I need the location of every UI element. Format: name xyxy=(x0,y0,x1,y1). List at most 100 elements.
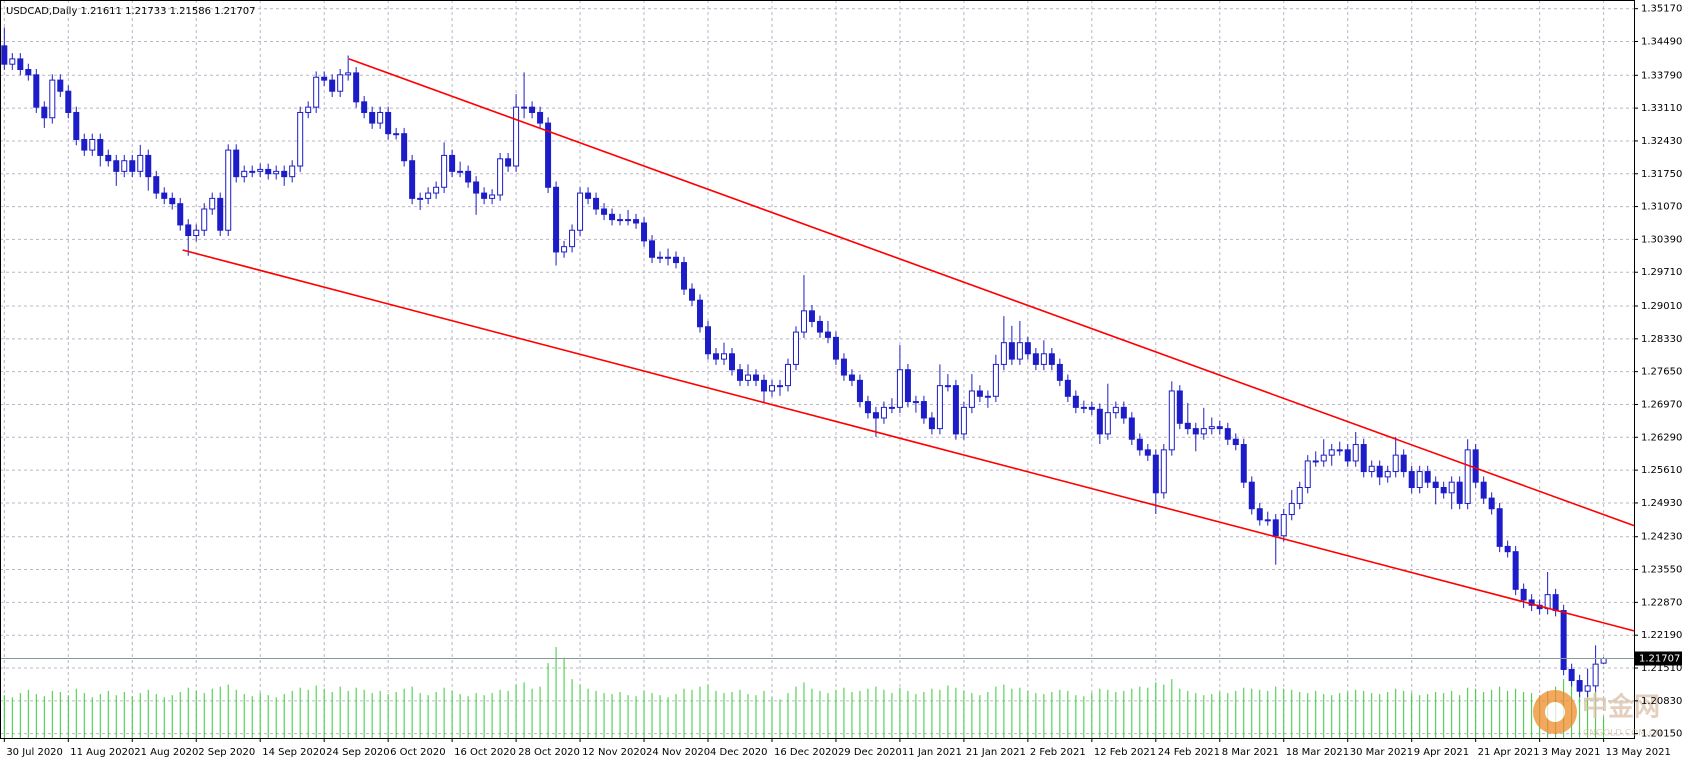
candle-body xyxy=(736,369,743,381)
candle-body xyxy=(409,160,416,199)
candle-body xyxy=(673,256,680,264)
candle-body xyxy=(289,165,296,178)
candle-body xyxy=(1272,519,1279,537)
candle-body xyxy=(1552,594,1559,612)
candle-body xyxy=(145,154,152,178)
y-tick-label: 1.29010 xyxy=(1641,301,1682,312)
candle-body xyxy=(345,72,352,76)
candle-body xyxy=(1504,545,1511,553)
x-tick-label: 29 Dec 2020 xyxy=(838,747,902,758)
candle-body xyxy=(521,106,528,109)
y-tick-label: 1.31070 xyxy=(1641,202,1682,213)
candle-body xyxy=(337,74,344,92)
candle-body xyxy=(257,168,264,172)
x-tick-label: 21 Apr 2021 xyxy=(1478,747,1540,758)
x-tick-label: 16 Dec 2020 xyxy=(774,747,838,758)
candle-body xyxy=(233,149,240,178)
x-tick-label: 18 Mar 2021 xyxy=(1286,747,1349,758)
candle-body xyxy=(920,401,927,419)
candle-body xyxy=(713,353,720,360)
x-tick-label: 30 Jul 2020 xyxy=(6,747,63,758)
candle-body xyxy=(992,363,999,397)
x-tick-label: 14 Sep 2020 xyxy=(262,747,325,758)
candle-body xyxy=(856,379,863,403)
candle-body xyxy=(808,310,815,322)
candle-body xyxy=(33,74,40,108)
candle-body xyxy=(1488,497,1495,510)
candle-body xyxy=(1016,342,1023,360)
trend-line xyxy=(348,58,1635,527)
candle-body xyxy=(752,374,759,381)
candle-body xyxy=(1360,444,1367,473)
candle-body xyxy=(265,168,272,175)
candle-body xyxy=(1464,449,1471,504)
candle-body xyxy=(1280,514,1287,537)
y-tick-label: 1.27650 xyxy=(1641,367,1682,378)
candle-body xyxy=(281,170,288,178)
x-tick-label: 28 Oct 2020 xyxy=(518,747,580,758)
candle-body xyxy=(952,385,959,435)
candle-body xyxy=(1160,449,1167,494)
candle-body xyxy=(9,58,16,65)
candle-body xyxy=(880,406,887,419)
candle-body xyxy=(1040,353,1047,365)
candle-body xyxy=(433,186,440,194)
candle-body xyxy=(705,326,712,355)
y-tick-label: 1.23550 xyxy=(1641,565,1682,576)
candle-body xyxy=(1120,406,1127,419)
candle-body xyxy=(481,192,488,199)
candle-body xyxy=(625,219,632,222)
candle-body xyxy=(65,90,72,113)
candle-body xyxy=(633,219,640,224)
candle-body xyxy=(1592,663,1599,687)
x-tick-label: 24 Feb 2021 xyxy=(1158,747,1220,758)
candle-body xyxy=(81,138,88,151)
candle-body xyxy=(385,111,392,135)
candle-body xyxy=(313,76,320,108)
y-tick-label: 1.24230 xyxy=(1641,532,1682,543)
candle-body xyxy=(1168,390,1175,451)
candle-body xyxy=(457,170,464,173)
candle-body xyxy=(1248,481,1255,510)
candle-body xyxy=(73,111,80,140)
candle-body xyxy=(137,154,144,172)
candle-body xyxy=(1024,342,1031,355)
candle-body xyxy=(784,363,791,387)
candle-body xyxy=(41,106,48,119)
candle-body xyxy=(593,197,600,210)
candle-body xyxy=(193,229,200,237)
candle-body xyxy=(441,154,448,188)
y-tick-label: 1.30390 xyxy=(1641,234,1682,245)
y-tick-label: 1.20150 xyxy=(1641,729,1682,740)
candle-body xyxy=(17,58,24,71)
candle-body xyxy=(529,106,536,113)
candle-body xyxy=(1376,465,1383,478)
candle-body xyxy=(1144,449,1151,456)
candle-body xyxy=(1184,422,1191,430)
candle-body xyxy=(321,76,328,81)
candle-body xyxy=(968,390,975,408)
candle-body xyxy=(984,395,991,398)
candle-body xyxy=(1176,390,1183,424)
candle-body xyxy=(497,158,504,196)
candle-body xyxy=(872,412,879,419)
x-tick-label: 2 Feb 2021 xyxy=(1030,747,1086,758)
candle-body xyxy=(177,203,184,226)
candle-body xyxy=(1576,680,1583,692)
candle-body xyxy=(641,222,648,242)
candle-body xyxy=(1288,502,1295,516)
candle-body xyxy=(681,262,688,290)
x-tick-label: 16 Oct 2020 xyxy=(454,747,516,758)
candle-body xyxy=(361,101,368,113)
candle-body xyxy=(1304,460,1311,488)
candle-body xyxy=(425,192,432,199)
candle-body xyxy=(1448,481,1455,494)
candle-body xyxy=(1312,460,1319,463)
candle-body xyxy=(665,256,672,259)
candle-body xyxy=(1000,342,1007,365)
candle-body xyxy=(1152,454,1159,494)
candle-body xyxy=(569,229,576,248)
candle-body xyxy=(1296,486,1303,504)
candle-body xyxy=(585,192,592,199)
candle-body xyxy=(1544,594,1551,610)
